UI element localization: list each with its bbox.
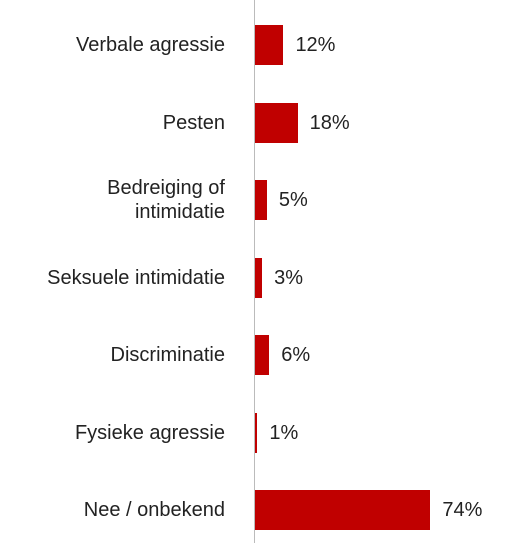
value-label: 5% — [278, 189, 308, 211]
value-label: 3% — [274, 266, 304, 289]
category-label: Discriminatie — [110, 344, 225, 366]
category-label: Seksuele intimidatie — [47, 266, 225, 289]
bar — [255, 335, 270, 375]
axis-line — [254, 0, 255, 543]
value-label: 74% — [442, 499, 483, 521]
value-label: 12% — [295, 34, 336, 56]
category-label: Bedreiging of intimidatie — [107, 177, 225, 223]
value-label: 6% — [281, 344, 311, 366]
category-label: Fysieke agressie — [74, 421, 225, 444]
bar — [255, 490, 431, 530]
bar — [255, 180, 267, 220]
value-label: 1% — [269, 421, 299, 444]
bar — [255, 412, 258, 453]
category-label: Pesten — [162, 111, 225, 134]
bar — [255, 102, 298, 143]
category-label: Verbale agressie — [76, 34, 225, 56]
value-label: 18% — [309, 111, 350, 134]
bar — [255, 25, 284, 65]
bar — [255, 257, 263, 298]
category-label: Nee / onbekend — [83, 499, 225, 521]
